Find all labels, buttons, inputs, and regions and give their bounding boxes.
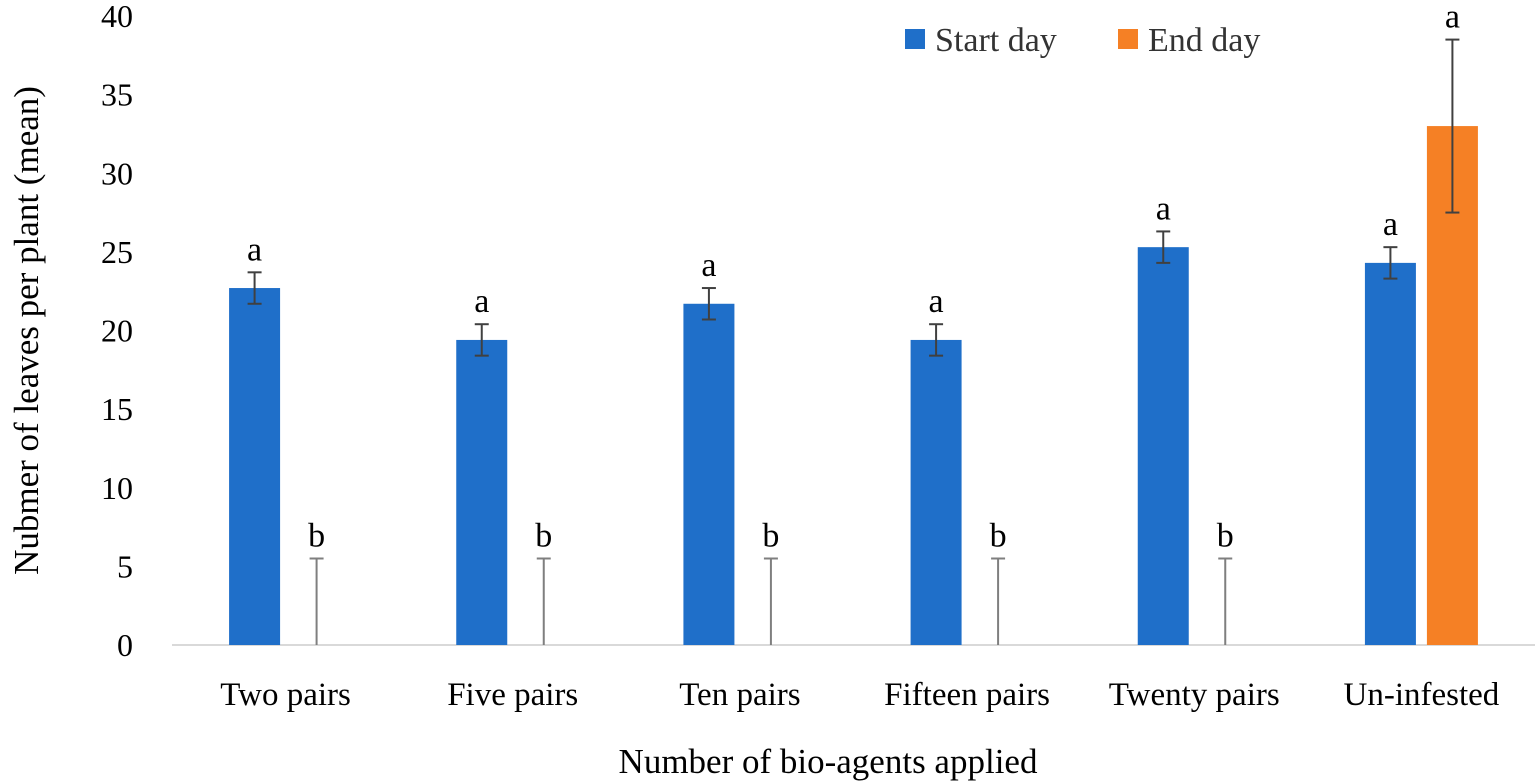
- significance-label: b: [762, 518, 779, 555]
- category-labels-group: Two pairs Five pairs Ten pairs Fifteen pair…: [220, 677, 1500, 713]
- x-tick-label: Twenty pairs: [1109, 677, 1280, 713]
- x-tick-label: Fifteen pairs: [884, 677, 1050, 713]
- bar-start-day: [1137, 247, 1189, 645]
- significance-label: a: [701, 247, 716, 284]
- x-axis-title: Number of bio-agents applied: [619, 742, 1038, 781]
- significance-label: b: [535, 518, 552, 555]
- y-tick-label: 0: [117, 627, 133, 663]
- error-bars-group: [247, 38, 1460, 645]
- legend-swatch: [1118, 29, 1138, 49]
- significance-label: a: [1445, 0, 1460, 36]
- significance-label: a: [247, 231, 262, 268]
- significance-label: a: [1383, 206, 1398, 243]
- x-tick-label: Five pairs: [447, 677, 578, 713]
- significance-labels-group: a b a b a b a b a b a a: [247, 0, 1460, 555]
- y-tick-label: 10: [101, 470, 133, 506]
- y-tick-label: 40: [101, 0, 133, 34]
- significance-label: b: [308, 518, 325, 555]
- y-tick-label: 25: [101, 234, 133, 270]
- legend-label: Start day: [935, 22, 1057, 59]
- significance-label: b: [1217, 518, 1234, 555]
- legend-label: End day: [1148, 22, 1260, 59]
- significance-label: a: [474, 283, 489, 320]
- legend: Start day End day: [905, 22, 1260, 59]
- y-axis-ticks: 0 5 10 15 20 25 30 35 40: [101, 0, 133, 663]
- y-tick-label: 5: [117, 548, 133, 584]
- x-tick-label: Two pairs: [220, 677, 351, 713]
- bar-start-day: [910, 339, 962, 645]
- x-tick-label: Ten pairs: [679, 677, 800, 713]
- significance-label: a: [1156, 190, 1171, 227]
- y-tick-label: 35: [101, 77, 133, 113]
- bar-start-day: [456, 339, 508, 645]
- y-tick-label: 20: [101, 313, 133, 349]
- legend-swatch: [905, 29, 925, 49]
- bar-start-day: [1364, 262, 1416, 645]
- significance-label: b: [990, 518, 1007, 555]
- bar-start-day: [683, 303, 735, 645]
- bar-start-day: [229, 288, 281, 645]
- bars-group: [229, 126, 1478, 645]
- y-tick-label: 15: [101, 391, 133, 427]
- y-axis-title: Nubmer of leaves per plant (mean): [7, 86, 46, 575]
- y-tick-label: 30: [101, 155, 133, 191]
- x-tick-label: Un-infested: [1344, 677, 1500, 713]
- significance-label: a: [929, 283, 944, 320]
